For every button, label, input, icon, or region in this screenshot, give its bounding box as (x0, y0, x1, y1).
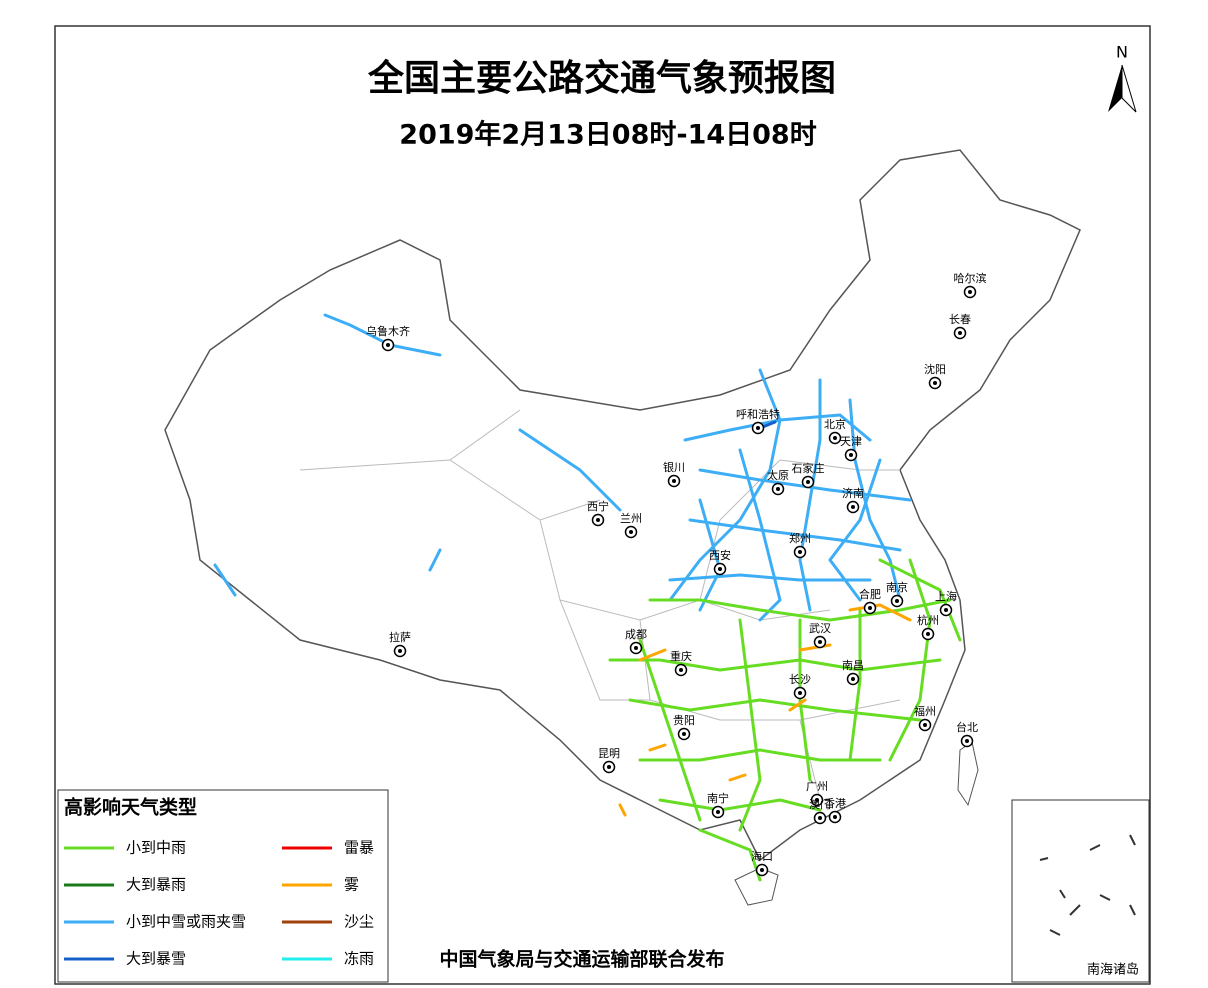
city-dot (679, 668, 683, 672)
city-label: 合肥 (859, 587, 881, 601)
city-label: 石家庄 (792, 461, 825, 475)
city-label: 长春 (949, 313, 971, 326)
city-dot (682, 732, 686, 736)
city-dot (760, 868, 764, 872)
city-label: 福州 (914, 704, 936, 718)
city-dot (833, 815, 837, 819)
city-dot (798, 691, 802, 695)
city-dot (818, 640, 822, 644)
city-label: 哈尔滨 (954, 271, 987, 285)
legend-label: 冻雨 (344, 950, 374, 968)
city-dot (895, 599, 899, 603)
city-label: 南宁 (707, 791, 729, 805)
city-dot (398, 649, 402, 653)
subtitle: 2019年2月13日08时-14日08时 (399, 119, 816, 151)
legend-label: 小到中雪或雨夹雪 (126, 913, 246, 931)
city-label: 西宁 (587, 499, 609, 513)
legend-title: 高影响天气类型 (64, 796, 197, 819)
city-dot (933, 381, 937, 385)
city-dot (629, 530, 633, 534)
north-arrow (1108, 65, 1122, 112)
city-label: 武汉 (809, 622, 831, 635)
legend-label: 小到中雨 (126, 839, 186, 857)
city-label: 澳门 (809, 797, 831, 811)
inset-label: 南海诸岛 (1087, 962, 1139, 978)
city-label: 天津 (840, 435, 862, 448)
city-dot (926, 632, 930, 636)
city-label: 贵阳 (673, 714, 695, 727)
city-label: 银川 (663, 460, 685, 474)
city-label: 杭州 (917, 613, 939, 627)
legend-label: 大到暴雪 (126, 950, 186, 968)
legend-label: 雷暴 (344, 839, 374, 857)
city-dot (849, 453, 853, 457)
city-dot (806, 480, 810, 484)
city-dot (718, 567, 722, 571)
city-dot (607, 765, 611, 769)
city-dot (798, 550, 802, 554)
roads-snow (213, 313, 912, 622)
city-dot (923, 723, 927, 727)
city-dot (868, 606, 872, 610)
city-layer: 乌鲁木齐 哈尔滨长春沈阳呼和浩特北京天津银川太原石家庄济南西宁兰州郑州西安合肥南京… (366, 271, 987, 877)
north-label: N (1116, 43, 1128, 62)
city-label: 西安 (709, 548, 731, 562)
city-dot (716, 810, 720, 814)
city-dot (851, 505, 855, 509)
roads-rain (608, 558, 962, 882)
city-label: 长沙 (789, 673, 811, 686)
city-label: 拉萨 (389, 630, 411, 644)
city-label: 兰州 (620, 512, 642, 525)
footer: 中国气象局与交通运输部联合发布 (439, 948, 724, 971)
city-label: 太原 (767, 469, 789, 482)
city-label: 南京 (886, 580, 908, 594)
city-label: 香港 (824, 797, 846, 810)
city-dot (596, 518, 600, 522)
inset-islands (1039, 834, 1136, 936)
city-dot (851, 677, 855, 681)
inset-box (1011, 799, 1150, 983)
city-dot (386, 343, 390, 347)
city-label: 郑州 (789, 531, 811, 545)
city-dot (818, 816, 822, 820)
city-label: 海口 (751, 849, 773, 863)
city-label: 昆明 (598, 747, 620, 760)
north-arrow (1121, 64, 1137, 113)
legend-label: 雾 (344, 876, 359, 894)
city-label: 台北 (956, 720, 978, 734)
city-dot (672, 479, 676, 483)
city-dot (958, 331, 962, 335)
city-dot (756, 426, 760, 430)
roads-fog (618, 603, 912, 817)
city-label: 重庆 (670, 649, 692, 663)
city-label: 成都 (625, 628, 647, 641)
city-dot (776, 487, 780, 491)
city-dot (944, 608, 948, 612)
city-label: 乌鲁木齐 (366, 324, 410, 338)
legend-label: 沙尘 (344, 913, 374, 931)
legend-label: 大到暴雨 (126, 876, 186, 894)
province-borders (299, 409, 901, 801)
city-label: 上海 (935, 589, 957, 603)
city-label: 北京 (824, 417, 846, 431)
city-label: 济南 (842, 486, 864, 500)
city-label: 广州 (806, 780, 828, 793)
city-dot (815, 798, 819, 802)
city-label: 呼和浩特 (736, 407, 780, 421)
city-label: 南昌 (842, 659, 864, 672)
city-dot (968, 290, 972, 294)
city-dot (634, 646, 638, 650)
city-label: 沈阳 (924, 362, 946, 376)
city-dot (965, 739, 969, 743)
title: 全国主要公路交通气象预报图 (367, 57, 836, 99)
city-dot (833, 436, 837, 440)
